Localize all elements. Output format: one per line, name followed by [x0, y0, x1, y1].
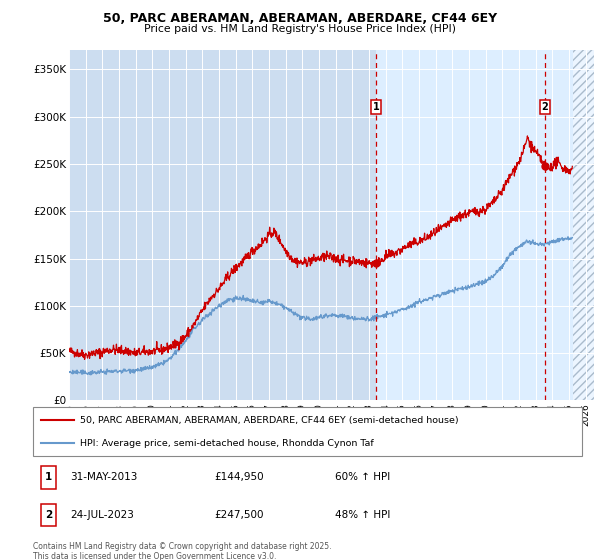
Text: Contains HM Land Registry data © Crown copyright and database right 2025.
This d: Contains HM Land Registry data © Crown c… — [33, 542, 331, 560]
Text: £247,500: £247,500 — [214, 510, 263, 520]
Bar — [573, 50, 594, 400]
Text: 1: 1 — [45, 472, 52, 482]
Text: HPI: Average price, semi-detached house, Rhondda Cynon Taf: HPI: Average price, semi-detached house,… — [80, 438, 373, 447]
Text: 48% ↑ HPI: 48% ↑ HPI — [335, 510, 391, 520]
Text: 2: 2 — [542, 102, 548, 112]
FancyBboxPatch shape — [33, 407, 582, 456]
Text: 60% ↑ HPI: 60% ↑ HPI — [335, 472, 390, 482]
Text: 2: 2 — [45, 510, 52, 520]
FancyBboxPatch shape — [41, 504, 56, 526]
Text: Price paid vs. HM Land Registry's House Price Index (HPI): Price paid vs. HM Land Registry's House … — [144, 24, 456, 34]
Text: 24-JUL-2023: 24-JUL-2023 — [70, 510, 134, 520]
Bar — [573, 50, 594, 400]
Text: £144,950: £144,950 — [214, 472, 264, 482]
Bar — [376, 50, 594, 400]
FancyBboxPatch shape — [41, 466, 56, 489]
Text: 50, PARC ABERAMAN, ABERAMAN, ABERDARE, CF44 6EY: 50, PARC ABERAMAN, ABERAMAN, ABERDARE, C… — [103, 12, 497, 25]
Text: 31-MAY-2013: 31-MAY-2013 — [70, 472, 138, 482]
Text: 50, PARC ABERAMAN, ABERAMAN, ABERDARE, CF44 6EY (semi-detached house): 50, PARC ABERAMAN, ABERAMAN, ABERDARE, C… — [80, 416, 458, 425]
Text: 1: 1 — [373, 102, 379, 112]
